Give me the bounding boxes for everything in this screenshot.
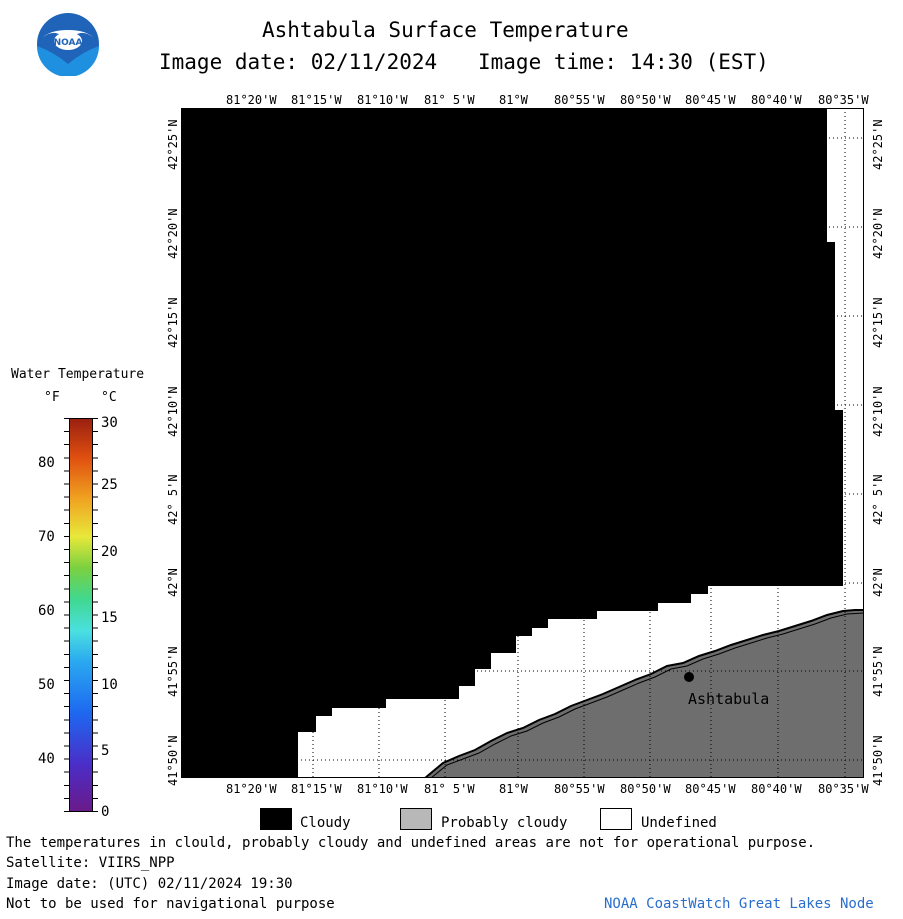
footer-disclaimer: The temperatures in clould, probably clo… [6, 835, 816, 851]
footer-credit: NOAA CoastWatch Great Lakes Node [604, 896, 874, 912]
cloudy-region [181, 108, 843, 778]
lon-label-bottom: 80°35'W [818, 782, 869, 796]
lon-label-bottom: 81° 5'W [424, 782, 475, 796]
page-title: Ashtabula Surface Temperature [262, 18, 629, 42]
image-date: Image date: 02/11/2024 [159, 50, 438, 74]
lon-label-bottom: 81°W [499, 782, 528, 796]
lat-label-right: 41°50'N [871, 735, 885, 786]
lat-label-right: 42°15'N [871, 297, 885, 348]
ashtabula-city-marker [684, 672, 694, 682]
legend-f-tick: 40 [38, 751, 55, 767]
lon-label-bottom: 80°45'W [685, 782, 736, 796]
lon-label-top: 80°50'W [620, 93, 671, 107]
lon-label-top: 81°W [499, 93, 528, 107]
lat-label-right: 42° 5'N [871, 474, 885, 525]
lon-label-bottom: 80°40'W [751, 782, 802, 796]
city-label: Ashtabula [688, 690, 770, 708]
lat-label-right: 42°25'N [871, 119, 885, 170]
lon-label-top: 80°45'W [685, 93, 736, 107]
lon-label-top: 80°40'W [751, 93, 802, 107]
legend-c-tick: 20 [101, 544, 118, 560]
lat-label-left: 42°10'N [166, 386, 180, 437]
image-time: Image time: 14:30 (EST) [478, 50, 769, 74]
lon-label-bottom: 81°20'W [226, 782, 277, 796]
noaa-logo-icon: NOAA [37, 13, 99, 76]
lat-label-right: 42°10'N [871, 386, 885, 437]
probably-cloudy-key-label: Probably cloudy [441, 815, 568, 831]
lat-label-left: 42°N [166, 568, 180, 597]
legend-c-tick: 10 [101, 677, 118, 693]
legend-f-tick: 60 [38, 603, 55, 619]
legend-c-tick: 15 [101, 610, 118, 626]
lon-label-top: 81° 5'W [424, 93, 475, 107]
undefined-swatch [600, 808, 632, 830]
lon-label-top: 81°15'W [291, 93, 342, 107]
probably-cloudy-region [423, 609, 864, 778]
lat-label-right: 42°20'N [871, 208, 885, 259]
lon-label-top: 80°55'W [554, 93, 605, 107]
lon-label-bottom: 81°15'W [291, 782, 342, 796]
lon-label-bottom: 80°55'W [554, 782, 605, 796]
color-bar-ticks [64, 418, 98, 812]
lat-label-left: 42° 5'N [166, 474, 180, 525]
lat-label-left: 42°20'N [166, 208, 180, 259]
legend-f-tick: 50 [38, 677, 55, 693]
lat-label-right: 41°55'N [871, 646, 885, 697]
legend-c-tick: 0 [101, 804, 110, 820]
shoreline-outline [430, 612, 864, 778]
lat-label-right: 42°N [871, 568, 885, 597]
map-frame [181, 108, 864, 778]
legend-unit-f: °F [44, 390, 60, 405]
cloudy-key-label: Cloudy [300, 815, 351, 831]
lon-label-bottom: 81°10'W [357, 782, 408, 796]
legend-c-tick: 5 [101, 743, 110, 759]
lat-label-left: 41°50'N [166, 735, 180, 786]
footer-utc-date: Image date: (UTC) 02/11/2024 19:30 [6, 876, 293, 892]
probably-cloudy-swatch [400, 808, 432, 830]
footer-satellite: Satellite: VIIRS_NPP [6, 855, 175, 871]
svg-text:NOAA: NOAA [54, 38, 83, 48]
legend-c-tick: 25 [101, 477, 118, 493]
legend-f-tick: 70 [38, 529, 55, 545]
surface-temperature-map [181, 108, 864, 778]
legend-title: Water Temperature [11, 367, 145, 382]
undefined-key-label: Undefined [641, 815, 717, 831]
legend-unit-c: °C [101, 390, 117, 405]
lon-label-top: 80°35'W [818, 93, 869, 107]
legend-f-tick: 80 [38, 455, 55, 471]
cloudy-swatch [260, 808, 292, 830]
footer-navigation-warning: Not to be used for navigational purpose [6, 896, 335, 912]
lat-label-left: 42°25'N [166, 119, 180, 170]
lon-label-bottom: 80°50'W [620, 782, 671, 796]
lat-label-left: 41°55'N [166, 646, 180, 697]
legend-c-tick: 30 [101, 415, 118, 431]
lon-label-top: 81°10'W [357, 93, 408, 107]
lat-label-left: 42°15'N [166, 297, 180, 348]
lon-label-top: 81°20'W [226, 93, 277, 107]
